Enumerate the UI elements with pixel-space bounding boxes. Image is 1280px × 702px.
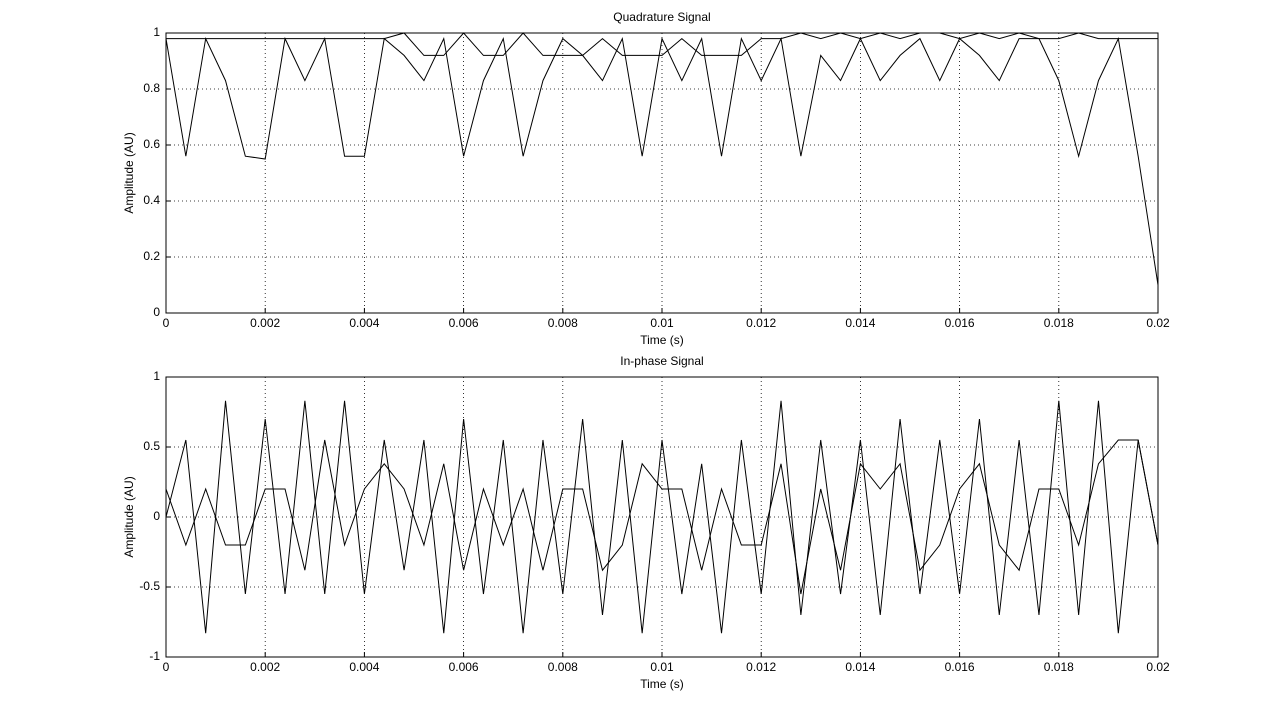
x-tick-label: 0.008: [548, 660, 578, 674]
x-tick-label: 0.004: [349, 316, 379, 330]
x-tick-label: 0.012: [746, 316, 776, 330]
axes-box: [165, 376, 1159, 658]
chart-title: In-phase Signal: [620, 354, 703, 368]
axes-box: [165, 32, 1159, 314]
x-tick-label: 0.004: [349, 660, 379, 674]
x-tick-label: 0.012: [746, 660, 776, 674]
y-tick-label: 0.6: [143, 137, 160, 151]
y-tick-label: 0: [153, 305, 160, 319]
y-tick-label: 0.5: [143, 439, 160, 453]
x-tick-label: 0.006: [449, 660, 479, 674]
x-tick-label: 0.014: [845, 660, 875, 674]
x-axis-label: Time (s): [640, 677, 684, 691]
x-tick-label: 0.01: [650, 660, 674, 674]
x-tick-label: 0.016: [945, 316, 975, 330]
signal-line: [165, 439, 1159, 595]
signal-line: [165, 36, 1159, 286]
y-axis-label: Amplitude (AU): [122, 476, 136, 557]
x-tick-label: 0.01: [650, 316, 674, 330]
x-tick-label: 0.016: [945, 660, 975, 674]
x-tick-label: 0.008: [548, 316, 578, 330]
y-tick-label: 0.8: [143, 81, 160, 95]
x-tick-label: 0: [163, 316, 170, 330]
x-tick-label: 0.014: [845, 316, 875, 330]
x-tick-label: 0: [163, 660, 170, 674]
x-tick-label: 0.02: [1146, 660, 1170, 674]
y-tick-label: -0.5: [139, 579, 160, 593]
y-axis-label: Amplitude (AU): [122, 132, 136, 213]
x-tick-label: 0.018: [1044, 316, 1074, 330]
y-tick-label: 0: [153, 509, 160, 523]
x-tick-label: 0.002: [250, 660, 280, 674]
chart-title: Quadrature Signal: [613, 10, 710, 24]
y-tick-label: -1: [149, 649, 160, 663]
signal-line: [165, 400, 1159, 634]
x-tick-label: 0.018: [1044, 660, 1074, 674]
signal-line: [166, 32, 1158, 56]
y-tick-label: 0.4: [143, 193, 160, 207]
y-tick-label: 1: [153, 369, 160, 383]
x-tick-label: 0.006: [449, 316, 479, 330]
y-tick-label: 0.2: [143, 249, 160, 263]
x-tick-label: 0.02: [1146, 316, 1170, 330]
x-tick-label: 0.002: [250, 316, 280, 330]
y-tick-label: 1: [153, 25, 160, 39]
x-axis-label: Time (s): [640, 333, 684, 347]
